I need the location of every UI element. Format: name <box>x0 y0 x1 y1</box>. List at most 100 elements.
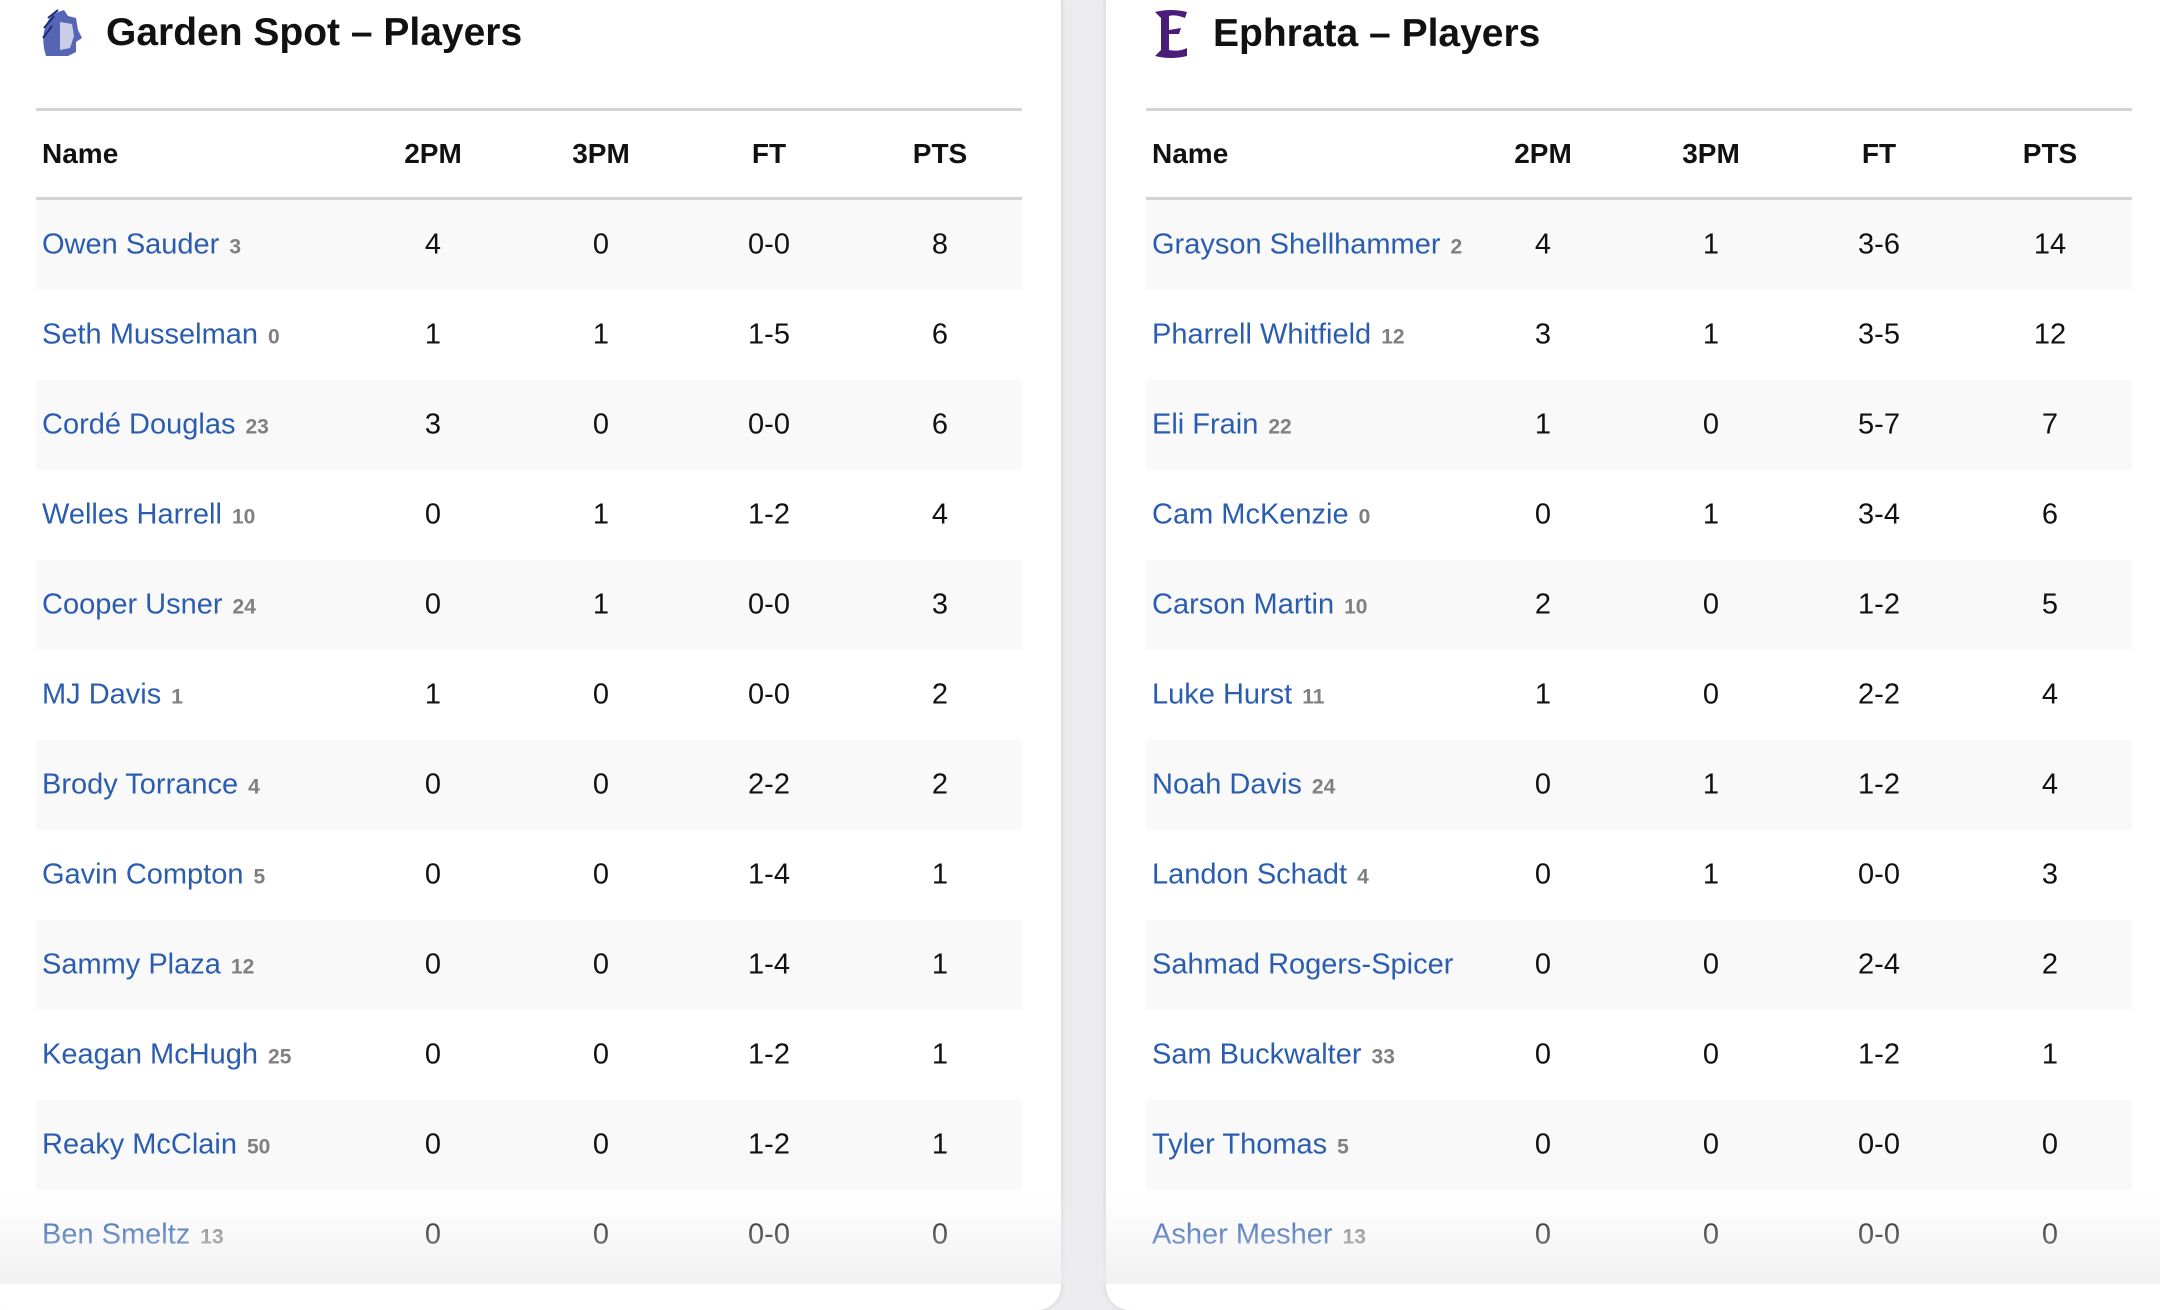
player-link[interactable]: Cordé Douglas <box>42 408 236 441</box>
free-throws: 3-4 <box>1858 498 1900 531</box>
jersey-number: 3 <box>229 235 242 259</box>
player-link[interactable]: Cam McKenzie <box>1152 498 1349 531</box>
two-pm: 0 <box>424 498 442 531</box>
three-pm: 1 <box>592 318 610 351</box>
jersey-number: 33 <box>1371 1045 1395 1069</box>
three-pm: 0 <box>592 1038 610 1071</box>
table-row: Pharrell Whitfield 12 3 1 3-5 12 <box>1146 290 2132 380</box>
three-pm: 1 <box>592 498 610 531</box>
table-row: Brody Torrance 4 0 0 2-2 2 <box>36 740 1022 830</box>
three-pm: 0 <box>592 678 610 711</box>
points: 2 <box>931 768 949 801</box>
jersey-number: 22 <box>1268 415 1292 439</box>
free-throws: 1-2 <box>1858 588 1900 621</box>
three-pm: 0 <box>1702 1128 1720 1161</box>
points: 0 <box>931 1218 949 1251</box>
jersey-number: 10 <box>1344 595 1368 619</box>
player-link[interactable]: Pharrell Whitfield <box>1152 318 1372 351</box>
gothic-e-logo <box>1155 10 1187 58</box>
player-link[interactable]: Eli Frain <box>1152 408 1259 441</box>
three-pm: 0 <box>592 228 610 261</box>
free-throws: 1-4 <box>748 948 790 981</box>
jersey-number: 12 <box>230 955 255 979</box>
free-throws: 0-0 <box>748 1218 790 1251</box>
points: 2 <box>931 678 949 711</box>
player-link[interactable]: Brody Torrance <box>42 768 239 801</box>
player-link[interactable]: Tyler Thomas <box>1152 1128 1328 1161</box>
table-row: Grayson Shellhammer 2 4 1 3-6 14 <box>1146 200 2132 290</box>
points: 4 <box>931 498 949 531</box>
points: 12 <box>2033 318 2067 351</box>
table-row: MJ Davis 1 1 0 0-0 2 <box>36 650 1022 740</box>
three-pm: 0 <box>1702 1038 1720 1071</box>
free-throws: 1-4 <box>748 858 790 891</box>
two-pm: 1 <box>424 678 442 711</box>
players-table: Name 2PM 3PM FT PTS Owen Sauder 3 4 0 0-0… <box>36 108 1022 1280</box>
points: 1 <box>931 948 949 981</box>
table-row: Landon Schadt 4 0 1 0-0 3 <box>1146 830 2132 920</box>
three-pm: 1 <box>1702 498 1720 531</box>
three-pm: 0 <box>1702 408 1720 441</box>
two-pm: 0 <box>424 768 442 801</box>
points: 4 <box>2041 768 2059 801</box>
col-header-ft: FT <box>751 138 787 169</box>
free-throws: 3-5 <box>1858 318 1900 351</box>
three-pm: 1 <box>592 588 610 621</box>
two-pm: 4 <box>424 228 442 261</box>
col-header-2pm: 2PM <box>404 138 462 169</box>
free-throws: 1-2 <box>1858 1038 1900 1071</box>
col-header-pts: PTS <box>2022 138 2078 169</box>
two-pm: 1 <box>424 318 442 351</box>
free-throws: 2-4 <box>1858 948 1900 981</box>
two-pm: 3 <box>1534 318 1552 351</box>
three-pm: 0 <box>1702 1218 1720 1251</box>
jersey-number: 13 <box>200 1225 224 1249</box>
spartan-helmet-logo <box>42 9 82 56</box>
table-row: Cooper Usner 24 0 1 0-0 3 <box>36 560 1022 650</box>
player-link[interactable]: Sammy Plaza <box>42 948 221 981</box>
free-throws: 0-0 <box>1858 1128 1900 1161</box>
table-row: Owen Sauder 3 4 0 0-0 8 <box>36 200 1022 290</box>
jersey-number: 0 <box>1358 505 1371 529</box>
table-row: Ben Smeltz 13 0 0 0-0 0 <box>36 1190 1022 1280</box>
player-link[interactable]: Owen Sauder <box>42 228 220 261</box>
free-throws: 0-0 <box>748 588 790 621</box>
points: 6 <box>931 318 949 351</box>
player-link[interactable]: Sam Buckwalter <box>1152 1038 1362 1071</box>
player-link[interactable]: MJ Davis <box>42 678 162 711</box>
jersey-number: 12 <box>1381 325 1405 349</box>
player-link[interactable]: Carson Martin <box>1152 588 1335 621</box>
player-link[interactable]: Luke Hurst <box>1152 678 1293 711</box>
player-link[interactable]: Seth Musselman <box>42 318 258 351</box>
points: 2 <box>2041 948 2059 981</box>
player-link[interactable]: Cooper Usner <box>42 588 223 621</box>
player-link[interactable]: Keagan McHugh <box>42 1038 259 1071</box>
three-pm: 1 <box>1702 768 1720 801</box>
player-link[interactable]: Noah Davis <box>1152 768 1302 801</box>
three-pm: 1 <box>1702 858 1720 891</box>
free-throws: 0-0 <box>1858 1218 1900 1251</box>
jersey-number: 24 <box>1311 775 1336 799</box>
two-pm: 0 <box>1534 1038 1552 1071</box>
points: 1 <box>2041 1038 2059 1071</box>
table-row: Sam Buckwalter 33 0 0 1-2 1 <box>1146 1010 2132 1100</box>
free-throws: 0-0 <box>748 678 790 711</box>
player-link[interactable]: Gavin Compton <box>42 858 244 891</box>
table-row: Luke Hurst 11 1 0 2-2 4 <box>1146 650 2132 740</box>
player-link[interactable]: Reaky McClain <box>42 1128 237 1161</box>
free-throws: 0-0 <box>748 408 790 441</box>
player-link[interactable]: Sahmad Rogers-Spicer <box>1152 948 1454 981</box>
player-link[interactable]: Grayson Shellhammer <box>1152 228 1441 261</box>
player-link[interactable]: Asher Mesher <box>1152 1218 1333 1251</box>
jersey-number: 1 <box>171 685 183 709</box>
player-link[interactable]: Ben Smeltz <box>42 1218 191 1251</box>
free-throws: 0-0 <box>748 228 790 261</box>
two-pm: 0 <box>1534 498 1552 531</box>
three-pm: 0 <box>1702 948 1720 981</box>
table-row: Reaky McClain 50 0 0 1-2 1 <box>36 1100 1022 1190</box>
free-throws: 2-2 <box>748 768 790 801</box>
jersey-number: 11 <box>1302 685 1325 709</box>
player-link[interactable]: Landon Schadt <box>1152 858 1348 891</box>
jersey-number: 2 <box>1450 235 1463 259</box>
player-link[interactable]: Welles Harrell <box>42 498 222 531</box>
